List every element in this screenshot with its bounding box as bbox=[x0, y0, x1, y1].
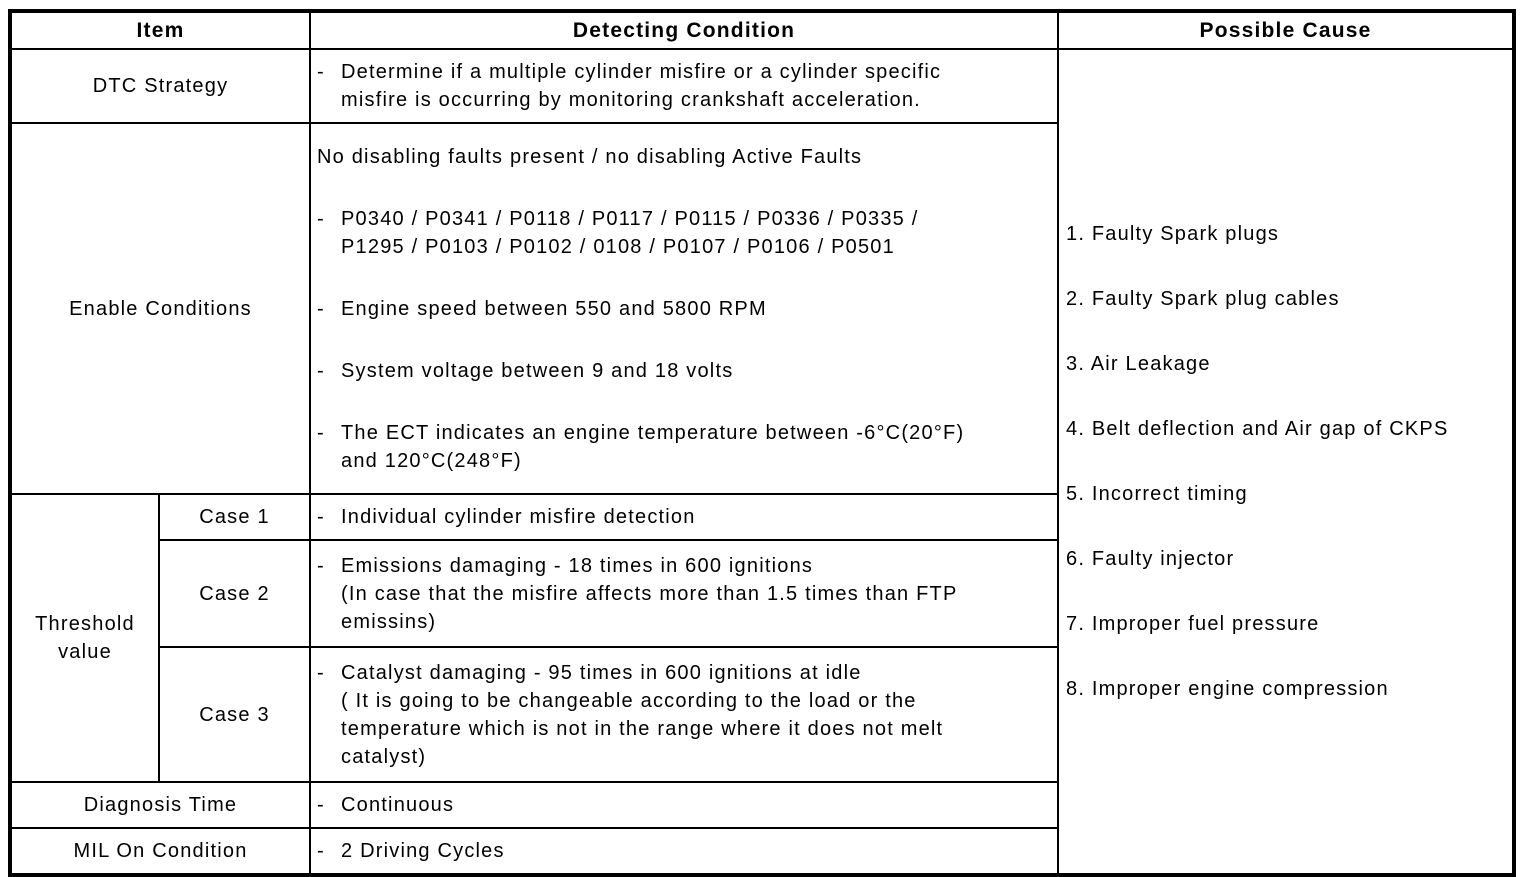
condition-diagnosis-time: Continuous bbox=[309, 781, 1060, 829]
row-threshold-case-1: Threshold value Case 1 Individual cylind… bbox=[9, 493, 1514, 783]
condition-case-3: Catalyst damaging - 95 times in 600 igni… bbox=[309, 646, 1060, 783]
item-label-threshold-value: Threshold value bbox=[9, 493, 160, 783]
engine-speed-line: Engine speed between 550 and 5800 RPM bbox=[317, 295, 1047, 323]
case-label-2: Case 2 bbox=[157, 539, 312, 648]
row-threshold-case-3: Case 3 Catalyst damaging - 95 times in 6… bbox=[10, 646, 1514, 783]
case-3-line-3: temperature which is not in the range wh… bbox=[341, 717, 944, 740]
dtc-strategy-line-2: misfire is occurring by monitoring crank… bbox=[341, 89, 921, 111]
case-label-3: Case 3 bbox=[157, 646, 312, 783]
row-dtc-strategy: DTC Strategy Determine if a multiple cyl… bbox=[8, 48, 1516, 876]
condition-case-1: Individual cylinder misfire detection bbox=[309, 493, 1060, 541]
diagnosis-time-line: Continuous bbox=[317, 791, 1047, 819]
case-2-line-2: (In case that the misfire affects more t… bbox=[341, 582, 958, 605]
column-header-item: Item bbox=[8, 10, 312, 50]
enable-conditions-intro: No disabling faults present / no disabli… bbox=[317, 145, 863, 168]
case-3-line-1: Catalyst damaging - 95 times in 600 igni… bbox=[317, 659, 1047, 687]
mil-on-line: 2 Driving Cycles bbox=[317, 837, 1047, 865]
case-2-line-3: emissins) bbox=[341, 610, 437, 633]
cause-item-8: 8. Improper engine compression bbox=[1066, 678, 1389, 700]
condition-mil-on: 2 Driving Cycles bbox=[309, 827, 1060, 876]
case-3-line-4: catalyst) bbox=[341, 745, 427, 768]
column-header-possible-cause: Possible Cause bbox=[1057, 10, 1516, 50]
row-threshold-case-2: Case 2 Emissions damaging - 18 times in … bbox=[10, 539, 1514, 648]
case-1-bullet: Individual cylinder misfire detection bbox=[317, 503, 1047, 531]
row-enable-conditions: Enable Conditions No disabling faults pr… bbox=[8, 122, 1514, 495]
header-row: Item Detecting Condition Possible Cause bbox=[8, 10, 1516, 50]
item-label-mil-on-condition: MIL On Condition bbox=[8, 827, 312, 876]
possible-cause-cell: 1. Faulty Spark plugs 2. Faulty Spark pl… bbox=[1057, 48, 1516, 876]
cause-item-3: 3. Air Leakage bbox=[1066, 353, 1211, 375]
condition-dtc-strategy: Determine if a multiple cylinder misfire… bbox=[309, 48, 1060, 124]
mil-on-bullet: 2 Driving Cycles bbox=[317, 837, 1047, 865]
dtc-strategy-line-1: Determine if a multiple cylinder misfire… bbox=[317, 58, 1047, 86]
case-label-1: Case 1 bbox=[157, 493, 312, 541]
cause-item-6: 6. Faulty injector bbox=[1066, 548, 1235, 570]
cause-item-7: 7. Improper fuel pressure bbox=[1066, 613, 1320, 635]
case-2-line-1: Emissions damaging - 18 times in 600 ign… bbox=[317, 552, 1047, 580]
dtc-codes-line-2: P1295 / P0103 / P0102 / 0108 / P0107 / P… bbox=[341, 235, 895, 258]
condition-case-2: Emissions damaging - 18 times in 600 ign… bbox=[309, 539, 1060, 648]
dtc-diagnostic-table: Item Detecting Condition Possible Cause … bbox=[8, 9, 1517, 877]
condition-enable-conditions: No disabling faults present / no disabli… bbox=[309, 122, 1060, 495]
cause-item-5: 5. Incorrect timing bbox=[1066, 483, 1248, 505]
row-diagnosis-time: Diagnosis Time Continuous bbox=[8, 781, 1514, 829]
column-header-detecting-condition: Detecting Condition bbox=[309, 10, 1060, 50]
dtc-strategy-bullet: Determine if a multiple cylinder misfire… bbox=[317, 58, 1047, 114]
cause-item-1: 1. Faulty Spark plugs bbox=[1066, 223, 1280, 245]
item-label-enable-conditions: Enable Conditions bbox=[8, 122, 312, 495]
system-voltage-line: System voltage between 9 and 18 volts bbox=[317, 357, 1047, 385]
enable-conditions-bullet-system-voltage: System voltage between 9 and 18 volts bbox=[317, 357, 1047, 385]
case-2-bullet: Emissions damaging - 18 times in 600 ign… bbox=[317, 552, 1047, 636]
case-3-bullet: Catalyst damaging - 95 times in 600 igni… bbox=[317, 659, 1047, 771]
cause-item-4: 4. Belt deflection and Air gap of CKPS bbox=[1066, 418, 1449, 440]
cause-item-2: 2. Faulty Spark plug cables bbox=[1066, 288, 1340, 310]
enable-conditions-bullet-engine-speed: Engine speed between 550 and 5800 RPM bbox=[317, 295, 1047, 323]
case-3-line-2: ( It is going to be changeable according… bbox=[341, 689, 917, 712]
ect-line-2: and 120°C(248°F) bbox=[341, 449, 522, 472]
enable-conditions-bullet-ect: The ECT indicates an engine temperature … bbox=[317, 419, 1047, 475]
case-1-line-1: Individual cylinder misfire detection bbox=[317, 503, 1047, 531]
ect-line-1: The ECT indicates an engine temperature … bbox=[317, 419, 1047, 447]
enable-conditions-bullet-dtc-codes: P0340 / P0341 / P0118 / P0117 / P0115 / … bbox=[317, 205, 1047, 261]
item-label-diagnosis-time: Diagnosis Time bbox=[8, 781, 312, 829]
dtc-codes-line-1: P0340 / P0341 / P0118 / P0117 / P0115 / … bbox=[317, 205, 1047, 233]
possible-cause-list: 1. Faulty Spark plugs 2. Faulty Spark pl… bbox=[1066, 220, 1508, 703]
item-label-dtc-strategy: DTC Strategy bbox=[8, 48, 312, 124]
diagnosis-time-bullet: Continuous bbox=[317, 791, 1047, 819]
